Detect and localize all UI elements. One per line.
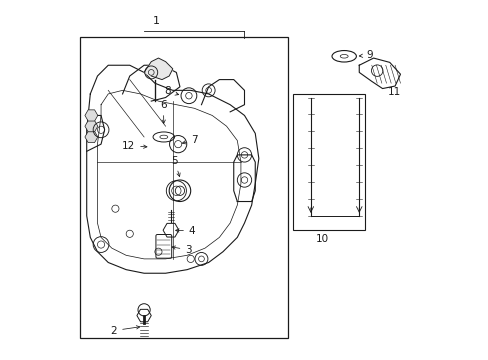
Bar <box>80 37 287 338</box>
Text: 2: 2 <box>110 325 140 336</box>
Text: 5: 5 <box>171 156 180 176</box>
Text: 12: 12 <box>122 141 146 151</box>
Bar <box>292 94 364 230</box>
Text: 6: 6 <box>160 100 166 123</box>
Text: 3: 3 <box>172 245 192 255</box>
Polygon shape <box>144 58 172 80</box>
Text: 4: 4 <box>175 226 195 236</box>
Text: 10: 10 <box>315 234 328 244</box>
Text: 9: 9 <box>359 50 372 60</box>
Text: 7: 7 <box>182 135 198 145</box>
Text: 1: 1 <box>153 16 160 26</box>
Text: 8: 8 <box>164 86 178 96</box>
Text: 11: 11 <box>387 87 400 97</box>
